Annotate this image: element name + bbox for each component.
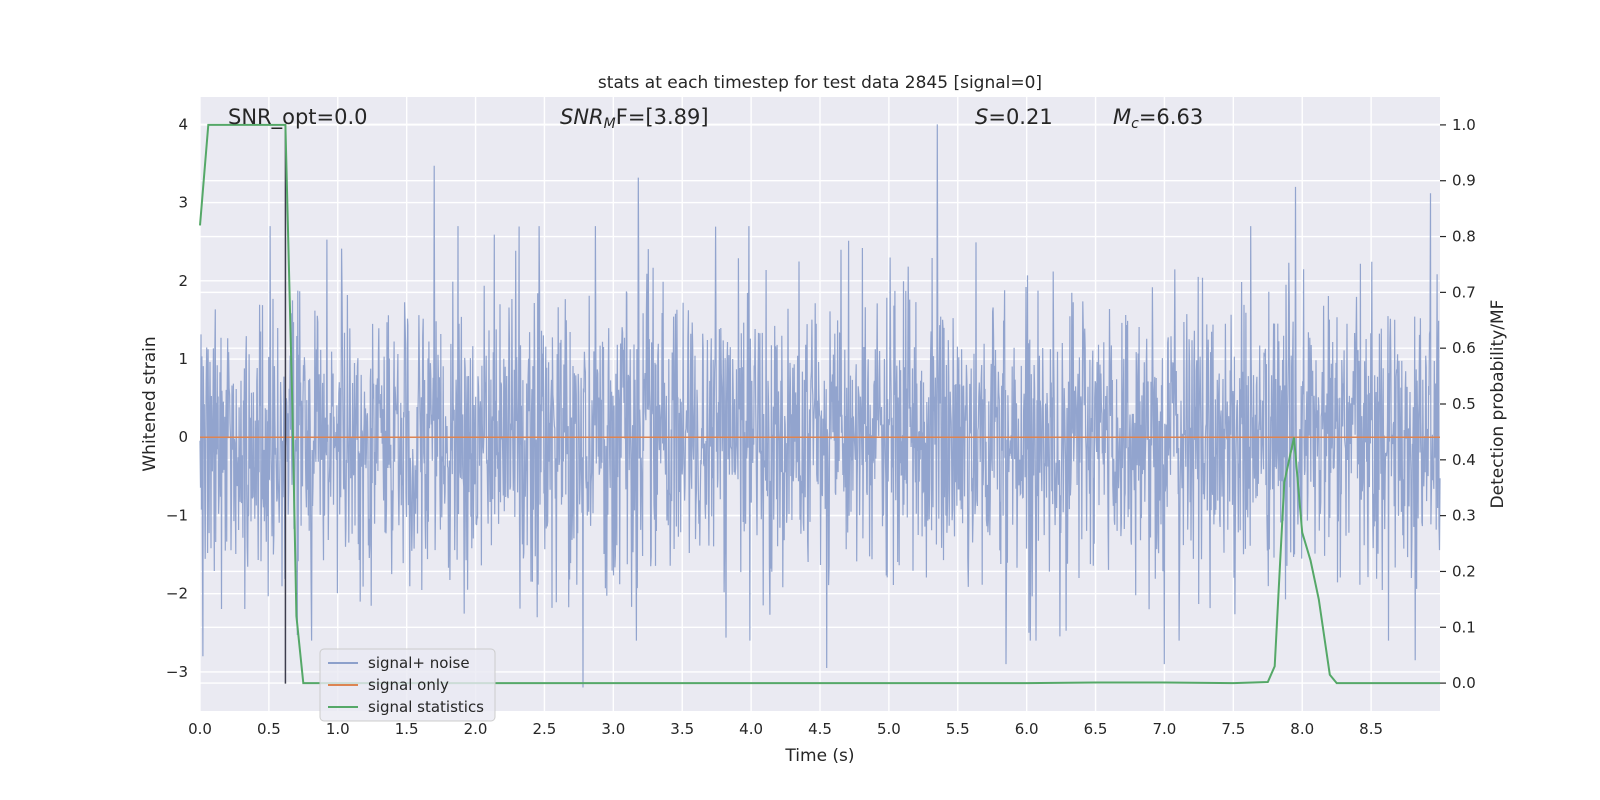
x-tick-label: 4.5 bbox=[808, 720, 832, 738]
annotation-snr-mf-value: F=[3.89] bbox=[616, 105, 709, 129]
annotation-snr-opt: SNR_opt=0.0 bbox=[228, 105, 368, 130]
x-tick-label: 3.5 bbox=[670, 720, 694, 738]
annotation-snr-mf: SNRMF=[3.89] bbox=[560, 105, 709, 132]
y-right-tick-label: 0.9 bbox=[1452, 172, 1476, 190]
x-tick-label: 4.0 bbox=[739, 720, 763, 738]
annotation-s-symbol: S bbox=[975, 105, 988, 129]
legend-label: signal only bbox=[368, 676, 449, 694]
y-right-tick-label: 0.1 bbox=[1452, 618, 1476, 636]
series-signal-statistics bbox=[199, 123, 1440, 685]
y-right-tick-label: 0.4 bbox=[1452, 451, 1476, 469]
y-left-tick-label: 3 bbox=[178, 194, 188, 212]
y-left-tick-label: 2 bbox=[178, 272, 188, 290]
x-tick-label: 3.0 bbox=[601, 720, 625, 738]
annotation-s-value: =0.21 bbox=[988, 105, 1052, 129]
annotation-snr-mf-subscript: M bbox=[604, 116, 616, 132]
chart-title: stats at each timestep for test data 284… bbox=[598, 73, 1042, 93]
x-tick-label: 1.5 bbox=[395, 720, 419, 738]
y-right-tick-label: 0.3 bbox=[1452, 507, 1476, 525]
signal-statistics-line bbox=[199, 123, 1440, 685]
annotation-mc-value: =6.63 bbox=[1139, 105, 1203, 129]
y-right-tick-label: 0.5 bbox=[1452, 395, 1476, 413]
x-tick-label: 8.0 bbox=[1290, 720, 1314, 738]
x-tick-label: 7.5 bbox=[1221, 720, 1245, 738]
y-left-tick-label: −3 bbox=[166, 663, 188, 681]
y-right-tick-label: 0.0 bbox=[1452, 674, 1476, 692]
x-tick-label: 6.0 bbox=[1015, 720, 1039, 738]
x-tick-label: 2.5 bbox=[533, 720, 557, 738]
x-tick-label: 1.0 bbox=[326, 720, 350, 738]
annotation-mc-subscript: c bbox=[1131, 116, 1139, 132]
y-right-tick-label: 1.0 bbox=[1452, 116, 1476, 134]
x-tick-label: 7.0 bbox=[1153, 720, 1177, 738]
series-signal-plus-noise bbox=[199, 124, 1441, 688]
annotation-mc-symbol: M bbox=[1113, 105, 1131, 129]
annotation-snr-mf-symbol: SNR bbox=[560, 105, 604, 129]
y-right-tick-label: 0.7 bbox=[1452, 283, 1476, 301]
legend-label: signal statistics bbox=[368, 698, 484, 716]
y-right-tick-label: 0.6 bbox=[1452, 339, 1476, 357]
y-right-tick-label: 0.2 bbox=[1452, 562, 1476, 580]
y-left-tick-label: 0 bbox=[178, 428, 188, 446]
signal-plus-noise-line bbox=[199, 124, 1441, 688]
legend-label: signal+ noise bbox=[368, 654, 470, 672]
y-right-axis-label: Detection probability/MF bbox=[1488, 300, 1508, 509]
y-left-tick-label: 1 bbox=[178, 350, 188, 368]
x-tick-label: 8.5 bbox=[1359, 720, 1383, 738]
x-tick-label: 6.5 bbox=[1084, 720, 1108, 738]
x-tick-label: 0.5 bbox=[257, 720, 281, 738]
y-right-tick-label: 0.8 bbox=[1452, 228, 1476, 246]
x-tick-label: 5.5 bbox=[946, 720, 970, 738]
y-left-tick-label: −1 bbox=[166, 506, 188, 524]
annotation-s: S=0.21 bbox=[975, 105, 1053, 129]
x-axis-label: Time (s) bbox=[784, 746, 854, 766]
annotation-mc: Mc=6.63 bbox=[1113, 105, 1203, 132]
x-tick-labels: 0.0 0.5 1.0 1.5 2.0 2.5 3.0 3.5 4.0 4.5 5.0 5.5 6.0 6… bbox=[188, 720, 1383, 738]
x-tick-label: 0.0 bbox=[188, 720, 212, 738]
legend: signal+ noise signal only signal statistic… bbox=[319, 648, 496, 722]
x-tick-label: 2.0 bbox=[464, 720, 488, 738]
y-right-tick-labels: 0.0 0.1 0.2 0.3 0.4 0.5 0.6 0.7 0.8 0.9 1.0 bbox=[1440, 116, 1476, 692]
y-left-tick-label: 4 bbox=[178, 115, 188, 133]
y-left-tick-labels: −3 −2 −1 0 1 2 3 4 bbox=[166, 115, 188, 681]
y-left-tick-label: −2 bbox=[166, 585, 188, 603]
legend-box bbox=[319, 648, 496, 722]
y-left-axis-label: Whitened strain bbox=[140, 336, 160, 471]
x-tick-label: 5.0 bbox=[877, 720, 901, 738]
